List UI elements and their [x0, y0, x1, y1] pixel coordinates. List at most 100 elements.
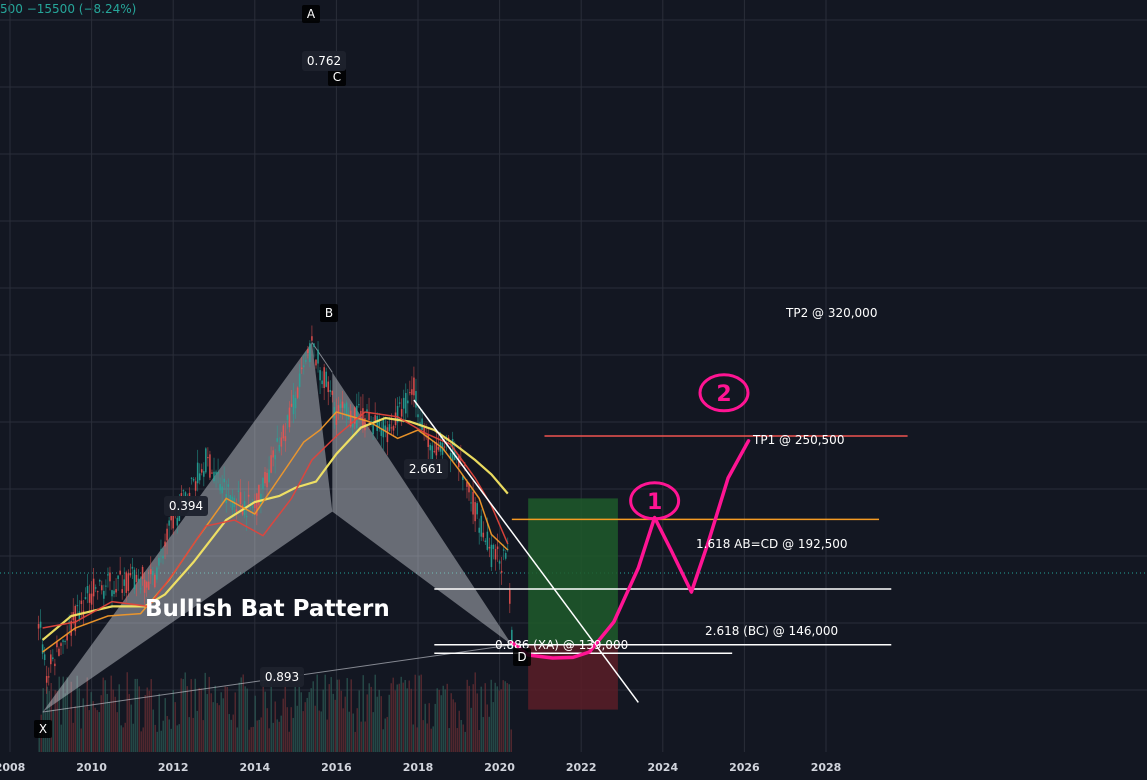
stop-loss-zone — [528, 644, 618, 710]
candle-body — [429, 444, 432, 451]
candle-body — [409, 392, 411, 394]
volume-bar — [412, 724, 414, 752]
candle-body — [260, 493, 262, 505]
candle-body — [190, 477, 193, 479]
volume-bar — [152, 709, 154, 752]
candle-body — [84, 597, 87, 600]
volume-bar — [386, 716, 388, 752]
x-tick-label: 2018 — [403, 761, 434, 774]
volume-bar — [398, 683, 400, 752]
candle-body — [123, 579, 126, 586]
candle-body — [290, 403, 293, 407]
level-label: 2.618 (BC) @ 146,000 — [705, 624, 838, 638]
volume-bar — [340, 690, 342, 752]
volume-bar — [114, 696, 116, 752]
volume-bar — [356, 708, 358, 752]
candle-body — [302, 365, 305, 368]
candle-body — [462, 475, 464, 480]
candle-body — [121, 589, 123, 593]
volume-bar — [54, 690, 56, 752]
volume-bar — [94, 707, 96, 752]
volume-bar — [132, 723, 134, 752]
target-number: 1 — [647, 490, 662, 515]
volume-bar — [256, 720, 258, 752]
volume-bar — [266, 708, 268, 752]
volume-bar — [282, 698, 284, 752]
volume-bar — [298, 674, 300, 752]
candle-body — [74, 605, 77, 632]
candle-body — [86, 586, 89, 594]
volume-bar — [426, 723, 428, 752]
projection-path — [510, 439, 751, 660]
candle-body — [362, 408, 364, 427]
candle-body — [50, 654, 52, 665]
candle-body — [152, 570, 154, 576]
candle-body — [54, 663, 56, 667]
volume-bar — [362, 675, 364, 752]
volume-bar — [506, 683, 508, 752]
candle-body — [339, 404, 342, 408]
volume-bar — [200, 688, 202, 752]
candle-body — [449, 452, 452, 459]
candle-body — [164, 541, 166, 547]
candle-body — [64, 641, 66, 643]
volume-bar — [390, 683, 392, 752]
volume-bar — [474, 672, 476, 752]
candle-body — [384, 425, 387, 431]
candle-body — [502, 549, 505, 551]
candle-body — [486, 531, 489, 550]
candle-body — [315, 359, 317, 366]
volume-bar — [364, 721, 366, 752]
ratio-box — [164, 496, 208, 516]
volume-bar — [228, 714, 230, 752]
volume-bar — [202, 720, 204, 752]
candle-body — [356, 405, 358, 428]
volume-bar — [68, 709, 70, 752]
volume-bar — [230, 719, 232, 752]
volume-bar — [366, 694, 368, 752]
candle-body — [200, 469, 203, 473]
candle-body — [298, 373, 301, 387]
volume-bar — [106, 693, 108, 752]
volume-bar — [182, 679, 184, 752]
candle-body — [115, 589, 117, 593]
candle-body — [145, 581, 148, 588]
moving-average-line — [42, 411, 509, 629]
candle-body — [194, 481, 197, 491]
volume-bar — [300, 692, 302, 752]
candle-body — [396, 405, 399, 423]
volume-bar — [294, 685, 296, 752]
candle-body — [337, 405, 340, 413]
candle-body — [474, 502, 476, 522]
candle-body — [309, 343, 311, 362]
candle-body — [205, 448, 207, 473]
candle-body — [133, 569, 136, 589]
volume-bar — [302, 711, 304, 752]
candle-body — [400, 409, 403, 417]
volume-bar — [410, 688, 412, 752]
volume-bar — [374, 674, 376, 752]
pattern-point-box — [320, 304, 338, 322]
candle-body — [431, 445, 434, 465]
candle-body — [141, 566, 144, 579]
volume-bar — [264, 691, 266, 752]
volume-bar — [502, 680, 504, 752]
candle-body — [323, 367, 325, 388]
candle-body — [229, 495, 232, 500]
volume-bar — [92, 701, 94, 752]
volume-bar — [320, 711, 322, 752]
volume-bar — [342, 708, 344, 752]
volume-bar — [368, 683, 370, 752]
volume-bar — [78, 688, 80, 752]
volume-bar — [126, 672, 128, 752]
x-tick-label: 2028 — [811, 761, 842, 774]
volume-bar — [154, 724, 156, 752]
volume-bar — [206, 694, 208, 752]
volume-bar — [278, 721, 280, 752]
candle-body — [270, 455, 272, 473]
candle-body — [347, 413, 350, 420]
candle-body — [182, 490, 185, 492]
candle-body — [392, 426, 395, 431]
candle-body — [276, 438, 279, 442]
